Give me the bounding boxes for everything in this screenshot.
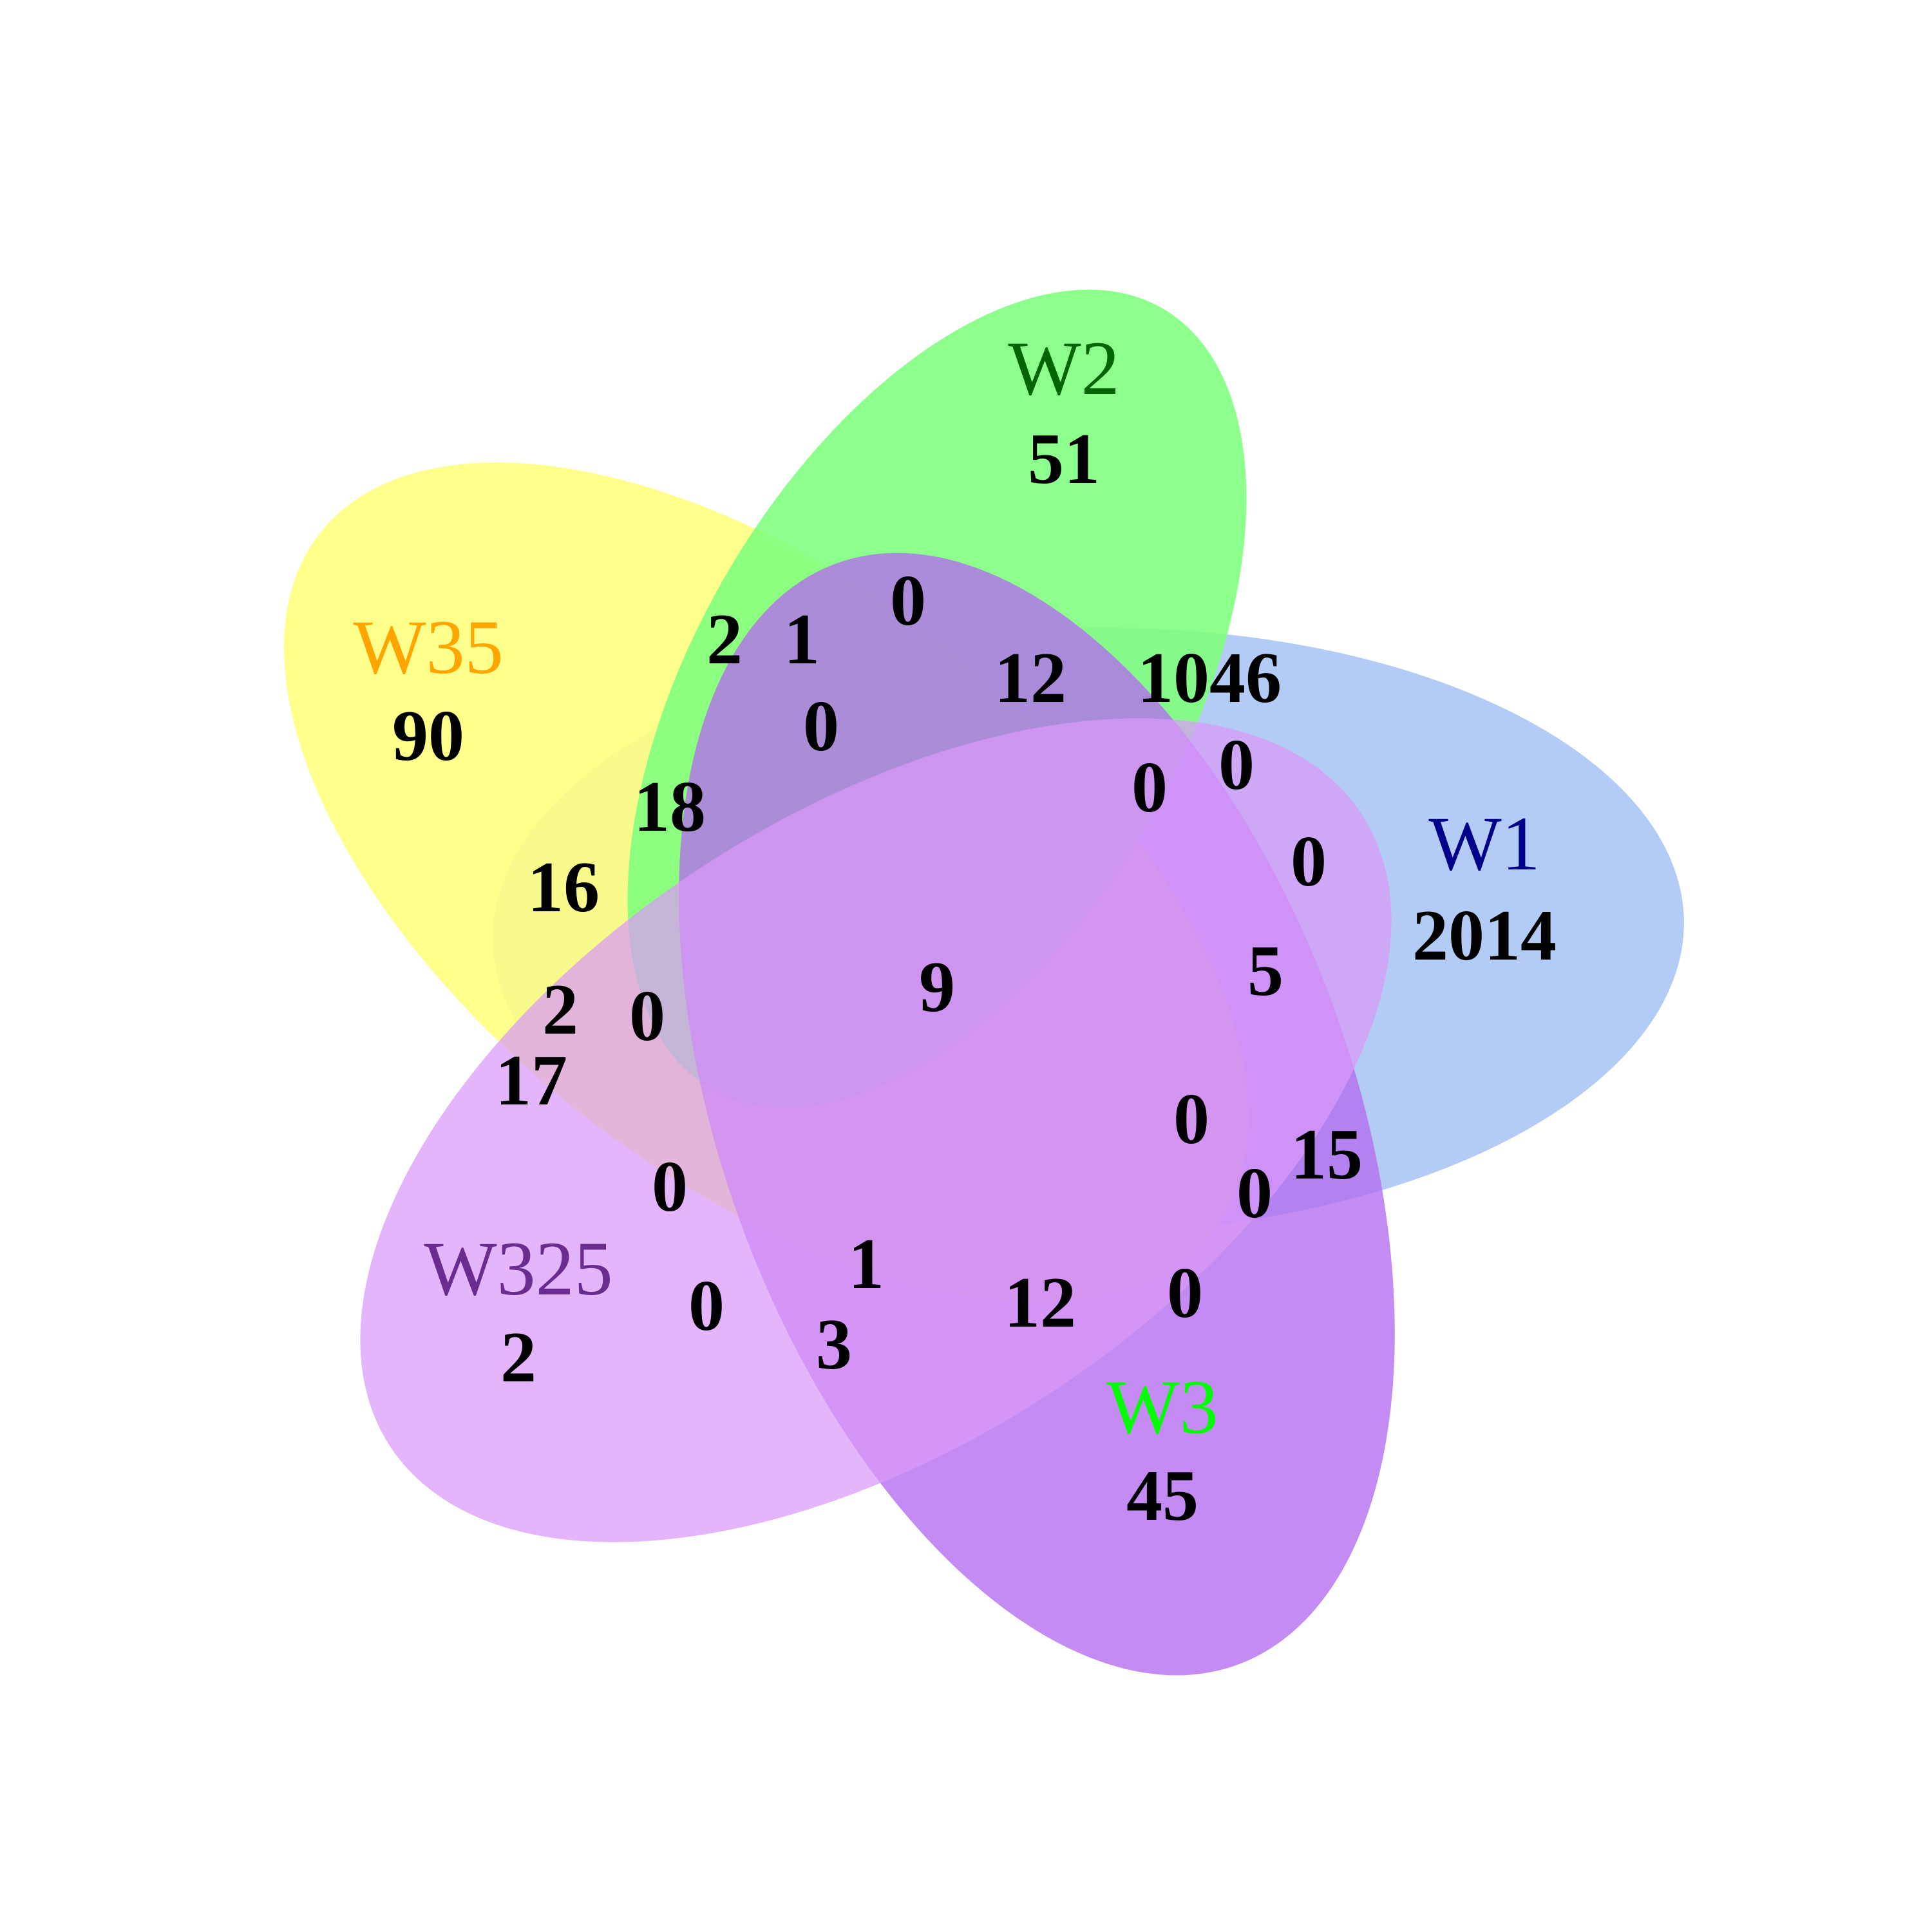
region-counts: 0 2 1 12 1046 0 18 0 0 16 0 5 9 2 0 17 0… [495, 561, 1363, 1385]
label-w2: W2 [1008, 325, 1119, 411]
region-count: 0 [1132, 748, 1168, 828]
region-count: 15 [1291, 1115, 1363, 1195]
region-count: 0 [652, 1147, 688, 1227]
region-count: 0 [629, 976, 665, 1056]
region-count: 0 [803, 687, 839, 766]
region-count: 17 [495, 1041, 567, 1121]
label-w35: W35 [353, 604, 503, 690]
set-labels: W2 51 W35 90 W1 2014 W325 2 W3 45 [353, 325, 1557, 1536]
total-w325: 2 [500, 1318, 536, 1397]
region-count: 9 [919, 947, 955, 1027]
region-count: 0 [1218, 725, 1255, 805]
region-count: 12 [994, 638, 1066, 718]
total-w2: 51 [1028, 419, 1100, 499]
total-w3: 45 [1126, 1456, 1198, 1536]
region-count: 2 [542, 970, 578, 1050]
region-count: 3 [816, 1305, 852, 1385]
region-count: 2 [706, 600, 743, 679]
region-count: 0 [1173, 1079, 1209, 1159]
region-count: 0 [890, 561, 926, 641]
region-count: 0 [1291, 822, 1327, 902]
region-count: 16 [527, 848, 600, 927]
region-count: 1 [848, 1224, 884, 1304]
region-count: 1046 [1137, 638, 1282, 718]
region-count: 18 [634, 767, 706, 847]
ellipse-w325 [360, 718, 1392, 1542]
label-w3: W3 [1106, 1364, 1218, 1450]
label-w1: W1 [1428, 800, 1540, 886]
region-count: 0 [688, 1266, 724, 1346]
total-w35: 90 [392, 696, 464, 776]
region-count: 0 [1236, 1153, 1273, 1233]
region-count: 0 [1167, 1253, 1203, 1333]
region-count: 12 [1004, 1263, 1076, 1343]
region-count: 5 [1247, 931, 1283, 1011]
label-w325: W325 [424, 1226, 612, 1311]
region-count: 1 [784, 600, 820, 679]
total-w1: 2014 [1412, 896, 1557, 976]
set-ellipses [283, 289, 1684, 1676]
